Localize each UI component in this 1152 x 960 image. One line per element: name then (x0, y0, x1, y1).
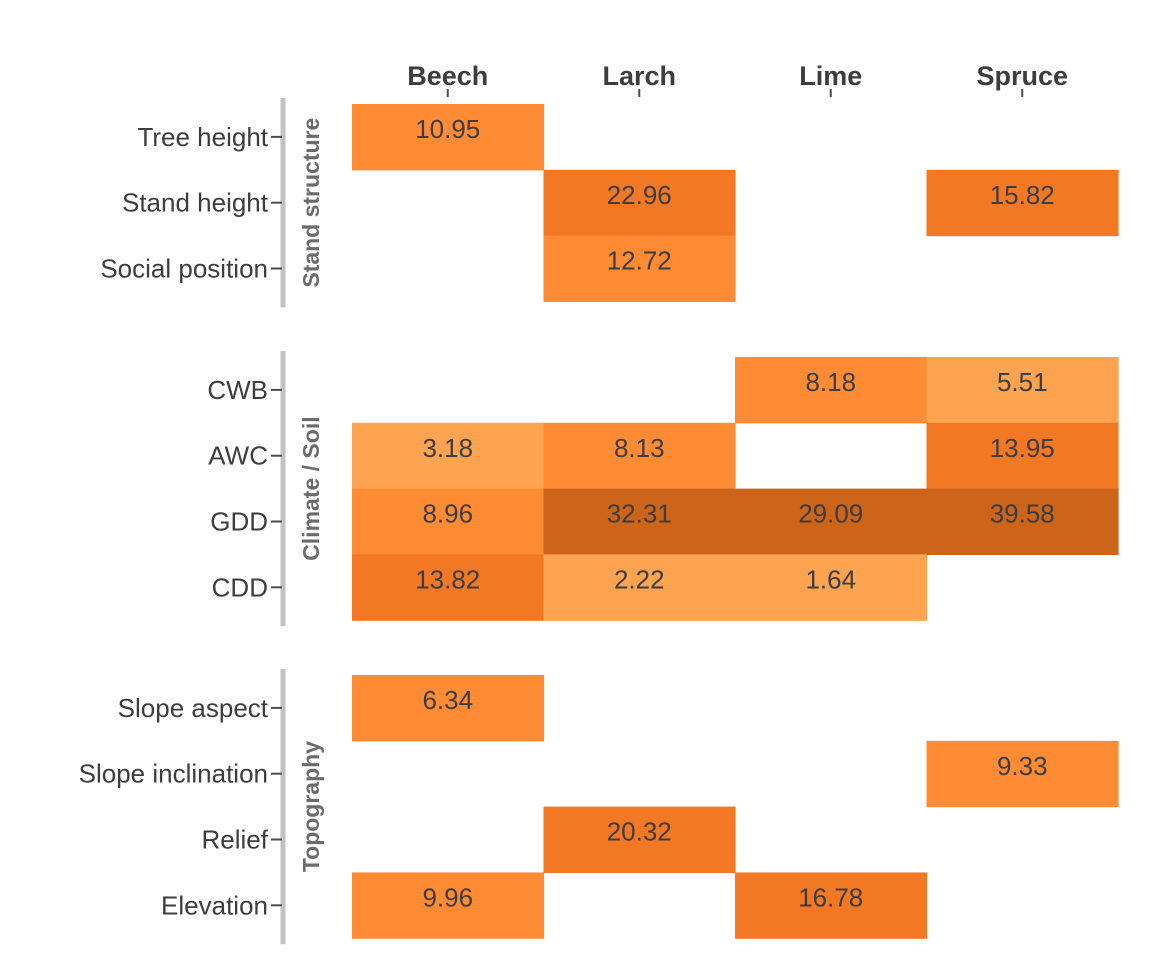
heatmap-cell (352, 554, 545, 621)
cell-value-label: 13.95 (990, 433, 1055, 463)
heatmap-cell (926, 488, 1119, 555)
heatmap-cell (543, 488, 736, 555)
cell-value-label: 9.33 (997, 751, 1048, 781)
column-label-spruce: Spruce (976, 61, 1068, 91)
row-label: Slope inclination (79, 759, 268, 789)
group-label: Stand structure (298, 118, 324, 288)
column-label-larch: Larch (602, 61, 676, 91)
row-label: CWB (207, 375, 268, 405)
row-label: Tree height (137, 122, 268, 152)
column-label-lime: Lime (799, 61, 862, 91)
group-bracket (280, 98, 286, 308)
column-label-beech: Beech (407, 61, 488, 91)
cell-value-label: 29.09 (798, 499, 863, 529)
row-gdd: GDD 8.96 32.31 29.09 39.58 (210, 488, 1119, 555)
heatmap-cell (543, 422, 736, 490)
row-cdd: CDD 13.82 2.22 1.64 (212, 554, 928, 621)
row-awc: AWC 3.18 8.13 13.95 (208, 422, 1119, 490)
cell-value-label: 10.95 (415, 114, 480, 144)
row-relief: Relief 20.32 (202, 806, 736, 873)
row-label: GDD (210, 507, 268, 537)
cell-value-label: 16.78 (798, 882, 863, 912)
group-climate-soil: Climate / Soil CWB 8.18 5.51 AWC 3.18 8.13 13.9… (207, 351, 1119, 627)
cell-value-label: 1.64 (805, 564, 856, 594)
cell-value-label: 15.82 (990, 180, 1055, 210)
group-label: Climate / Soil (298, 416, 324, 560)
heatmap-cell (735, 872, 928, 939)
heatmap-cell (352, 488, 545, 555)
heatmap-cell (735, 488, 928, 555)
heatmap-cell (926, 169, 1119, 237)
cell-value-label: 8.18 (805, 367, 856, 397)
group-panels: Stand structure Tree height 10.95 Stand hei… (79, 98, 1119, 945)
heatmap-cell (352, 872, 545, 939)
cell-value-label: 5.51 (997, 367, 1048, 397)
row-label: Stand height (122, 188, 269, 218)
cell-value-label: 9.96 (422, 882, 473, 912)
heatmap-cell (543, 806, 736, 873)
cell-value-label: 20.32 (607, 817, 672, 847)
row-slope-inclination: Slope inclination 9.33 (79, 740, 1119, 808)
cell-value-label: 22.96 (607, 180, 672, 210)
heatmap-cell (926, 740, 1119, 808)
heatmap-cell (926, 357, 1119, 424)
heatmap-cell (543, 235, 736, 302)
row-tree-height: Tree height 10.95 (137, 104, 545, 171)
row-label: Social position (100, 254, 268, 284)
heatmap-cell (735, 357, 928, 424)
row-cwb: CWB 8.18 5.51 (207, 357, 1119, 424)
column-headers: Beech Larch Lime Spruce (407, 61, 1068, 97)
row-label: Relief (202, 825, 269, 855)
cell-value-label: 2.22 (614, 564, 665, 594)
cell-value-label: 8.96 (422, 499, 473, 529)
heatmap-cell (926, 422, 1119, 490)
group-stand-structure: Stand structure Tree height 10.95 Stand hei… (100, 98, 1119, 308)
row-label: CDD (212, 572, 268, 602)
heatmap-cell (352, 104, 545, 171)
group-bracket (280, 669, 286, 945)
group-bracket (280, 351, 286, 627)
cell-value-label: 12.72 (607, 246, 672, 276)
row-label: Elevation (161, 890, 268, 920)
group-topography: Topography Slope aspect 6.34 Slope inclinat… (79, 669, 1119, 945)
cell-value-label: 13.82 (415, 564, 480, 594)
cell-value-label: 8.13 (614, 433, 665, 463)
cell-value-label: 3.18 (422, 433, 473, 463)
cell-value-label: 32.31 (607, 499, 672, 529)
row-elevation: Elevation 9.96 16.78 (161, 872, 928, 939)
row-label: AWC (208, 441, 268, 471)
heatmap-cell (735, 554, 928, 621)
heatmap-cell (543, 169, 736, 237)
row-slope-aspect: Slope aspect 6.34 (118, 675, 545, 742)
cell-value-label: 39.58 (990, 499, 1055, 529)
group-label: Topography (298, 741, 324, 872)
row-social-position: Social position 12.72 (100, 235, 736, 302)
cell-value-label: 6.34 (422, 685, 473, 715)
row-label: Slope aspect (118, 693, 269, 723)
heatmap-cell (352, 675, 545, 742)
heatmap-cell (352, 422, 545, 490)
row-stand-height: Stand height 22.96 15.82 (122, 169, 1119, 237)
heatmap-cell (543, 554, 736, 621)
